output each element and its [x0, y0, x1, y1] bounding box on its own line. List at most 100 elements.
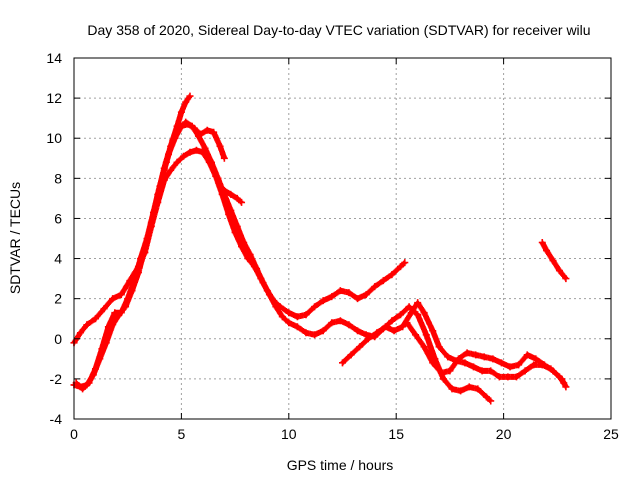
- data-point: [328, 319, 336, 327]
- data-point: [177, 122, 185, 130]
- data-point: [192, 146, 200, 154]
- data-point: [246, 251, 254, 259]
- y-tick-label: -2: [50, 371, 63, 387]
- data-point: [457, 387, 465, 395]
- data-point: [272, 303, 280, 311]
- data-point: [293, 313, 301, 321]
- data-point: [480, 353, 488, 361]
- data-point: [347, 351, 355, 359]
- data-point: [470, 363, 478, 371]
- data-point: [238, 198, 246, 206]
- data-point: [220, 186, 228, 194]
- data-point: [302, 311, 310, 319]
- y-tick-label: 10: [46, 130, 62, 146]
- data-point: [345, 321, 353, 329]
- data-point: [177, 108, 185, 116]
- data-point: [319, 327, 327, 335]
- data-point: [399, 323, 407, 331]
- data-point: [111, 309, 119, 317]
- data-point: [412, 331, 420, 339]
- data-point: [478, 367, 486, 375]
- data-point: [201, 144, 209, 152]
- data-point: [549, 367, 557, 375]
- axis-ticks: 0 5 10 15 20 25 -4 -2 0 2 4 6 8 10 12 14: [46, 50, 619, 442]
- data-point: [530, 361, 538, 369]
- series-trace-h: [538, 239, 570, 283]
- y-tick-label: 12: [46, 90, 62, 106]
- data-point: [354, 327, 362, 335]
- data-point: [364, 335, 372, 343]
- series-trace-f: [339, 299, 568, 387]
- data-point: [285, 319, 293, 327]
- data-point: [278, 313, 286, 321]
- data-point: [540, 361, 548, 369]
- data-point: [319, 297, 327, 305]
- data-point: [414, 299, 422, 307]
- data-point: [91, 315, 99, 323]
- data-point: [454, 355, 462, 363]
- data-point: [444, 353, 452, 361]
- data-point: [180, 152, 188, 160]
- data-point: [154, 190, 162, 198]
- data-point: [437, 369, 445, 377]
- data-point: [141, 245, 149, 253]
- data-point: [472, 351, 480, 359]
- data-point: [405, 303, 413, 311]
- x-tick-label: 15: [388, 426, 404, 442]
- data-point: [186, 92, 194, 100]
- data-point: [538, 239, 546, 247]
- data-point: [89, 371, 97, 379]
- data-point: [336, 287, 344, 295]
- data-point: [521, 367, 529, 375]
- data-point: [240, 239, 248, 247]
- x-tick-label: 25: [603, 426, 619, 442]
- data-point: [186, 148, 194, 156]
- chart-title: Day 358 of 2020, Sidereal Day-to-day VTE…: [87, 22, 590, 38]
- data-point: [227, 206, 235, 214]
- data-point: [429, 327, 437, 335]
- data-point: [354, 295, 362, 303]
- data-point: [414, 311, 422, 319]
- data-point: [515, 361, 523, 369]
- data-point: [396, 311, 404, 319]
- data-point: [461, 359, 469, 367]
- data-point: [207, 158, 215, 166]
- data-point: [446, 367, 454, 375]
- data-point: [117, 291, 125, 299]
- data-point: [465, 383, 473, 391]
- data-point: [420, 343, 428, 351]
- data-point: [328, 293, 336, 301]
- y-tick-label: -4: [50, 411, 63, 427]
- data-point: [233, 222, 241, 230]
- data-point: [76, 383, 84, 391]
- data-point: [390, 327, 398, 335]
- data-point: [76, 329, 84, 337]
- y-tick-label: 8: [54, 170, 62, 186]
- data-point: [128, 287, 136, 295]
- data-point: [373, 329, 381, 337]
- data-point: [504, 373, 512, 381]
- data-point: [293, 323, 301, 331]
- data-point: [562, 275, 570, 283]
- plot-frame: [73, 57, 612, 420]
- data-point: [448, 385, 456, 393]
- y-axis-label: SDTVAR / TECUs: [7, 182, 23, 294]
- series-band: [339, 299, 566, 385]
- data-point: [165, 150, 173, 158]
- data-point: [311, 331, 319, 339]
- series-trace-d: [165, 120, 228, 162]
- data-point: [487, 367, 495, 375]
- data-point: [160, 164, 168, 172]
- data-point: [184, 120, 192, 128]
- data-point: [203, 126, 211, 134]
- data-point: [167, 166, 175, 174]
- data-point: [463, 349, 471, 357]
- data-point: [190, 124, 198, 132]
- data-point: [549, 257, 557, 265]
- x-tick-label: 0: [70, 426, 78, 442]
- data-point: [109, 321, 117, 329]
- data-point: [388, 317, 396, 325]
- data-point: [83, 321, 91, 329]
- series-band: [403, 319, 569, 389]
- data-point: [134, 269, 142, 277]
